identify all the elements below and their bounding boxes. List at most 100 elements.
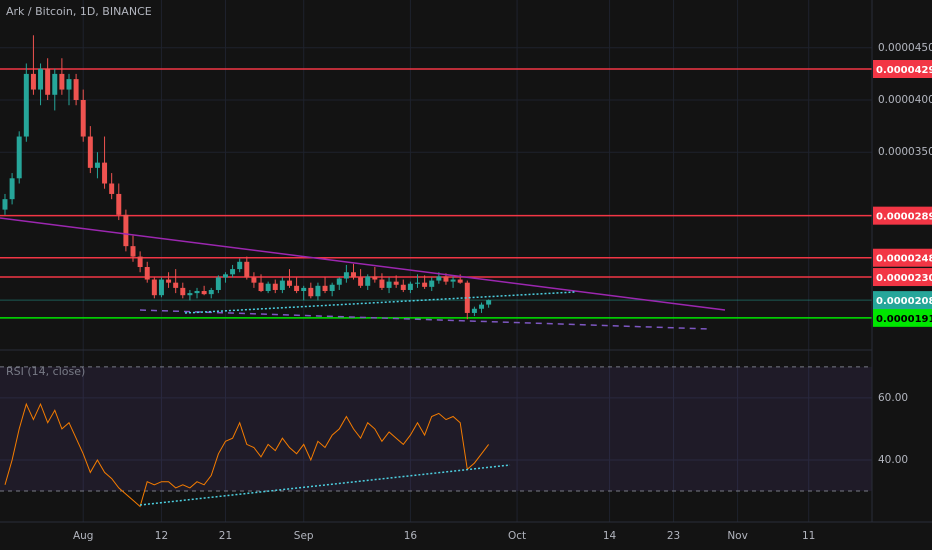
candle-body [80, 100, 86, 137]
candle-body [38, 68, 44, 90]
candle-body [415, 282, 420, 284]
candle-body [450, 279, 456, 282]
level-label-bg [873, 291, 932, 310]
candle-body [471, 308, 477, 313]
candle-body [109, 183, 115, 194]
candle-body [187, 293, 193, 296]
price-pane [2, 35, 492, 320]
candle-body [379, 279, 385, 288]
candle-body [23, 73, 29, 137]
candle-body [151, 279, 157, 296]
candle-body [94, 162, 100, 168]
candle-body [422, 282, 428, 287]
candle-body [464, 282, 470, 313]
candle-body [336, 278, 342, 285]
rsi-band [0, 366, 872, 491]
candle-body [329, 284, 335, 292]
candle-body [116, 193, 122, 215]
x-tick-label: Sep [294, 530, 314, 542]
candle-body [407, 283, 413, 290]
level-label: 0.00002489 [876, 254, 932, 265]
candle-body [180, 287, 186, 296]
candle-body [301, 287, 307, 292]
candle-body [201, 291, 207, 295]
y-tick-label: 40.00 [878, 454, 908, 466]
candle-body [258, 282, 264, 292]
grid [0, 0, 872, 522]
level-label-bg [873, 308, 932, 327]
x-tick-label: Oct [508, 530, 526, 542]
candle-body [443, 276, 449, 282]
candle-body [208, 289, 214, 295]
candle-body [52, 73, 58, 95]
candle-body [279, 280, 285, 290]
candle-body [308, 287, 314, 297]
candle-body [251, 277, 257, 283]
level-label: 0.00004297 [876, 65, 932, 76]
candle-body [244, 261, 250, 278]
candle-body [73, 79, 79, 100]
level-label: 0.00002304 [876, 273, 932, 284]
x-tick-label: 11 [802, 530, 815, 542]
candle-body [215, 277, 221, 290]
candle-body [294, 285, 300, 292]
y-tick-label: 60.00 [878, 392, 908, 404]
candle-body [137, 256, 143, 268]
candle-body [365, 276, 371, 286]
y-tick-label: 0.00004500 [878, 42, 932, 54]
candle-body [2, 199, 8, 210]
candle-body [45, 68, 51, 95]
candle-body [343, 272, 349, 279]
level-label: 0.00002083 [876, 296, 932, 307]
candle-body [123, 214, 129, 247]
candle-body [386, 281, 392, 288]
candle-body [272, 283, 278, 290]
candle-body [230, 269, 236, 275]
candle-body [429, 280, 435, 287]
level-label-bg [873, 206, 932, 225]
trend-line [0, 217, 726, 311]
candle-body [222, 274, 228, 278]
level-label: 0.00002892 [876, 212, 932, 223]
x-tick-label: 12 [155, 530, 168, 542]
candle-body [400, 284, 406, 290]
candle-body [322, 285, 328, 292]
candle-body [66, 79, 72, 90]
candle-body [286, 280, 292, 286]
level-label: 0.00001913 [876, 314, 932, 325]
indicator-title: RSI (14, close) [6, 365, 85, 378]
candle-body [144, 267, 150, 280]
candle-body [358, 277, 364, 286]
trend-line [139, 309, 711, 330]
rsi-line [4, 402, 489, 508]
candle-body [351, 272, 356, 278]
candle-body [173, 282, 179, 288]
candle-body [194, 291, 200, 294]
candle-body [87, 136, 93, 168]
x-tick-label: 14 [603, 530, 617, 542]
candle-body [158, 279, 164, 296]
candle-body [315, 285, 321, 297]
trend-line [184, 291, 576, 314]
x-tick-label: Aug [73, 530, 94, 542]
x-tick-label: Nov [727, 530, 748, 542]
candle-body [130, 246, 136, 257]
candle-body [486, 300, 492, 305]
candle-body [479, 304, 485, 309]
x-tick-label: 16 [404, 530, 418, 542]
chart-title: Ark / Bitcoin, 1D, BINANCE [6, 5, 152, 18]
candle-body [457, 279, 463, 283]
level-label-bg [873, 248, 932, 267]
rsi-pane [0, 366, 872, 508]
candle-body [30, 73, 36, 90]
candle-body [436, 276, 442, 281]
candle-body [372, 276, 378, 280]
x-tick-label: 21 [219, 530, 232, 542]
level-label-bg [873, 59, 932, 78]
candle-body [102, 162, 108, 184]
